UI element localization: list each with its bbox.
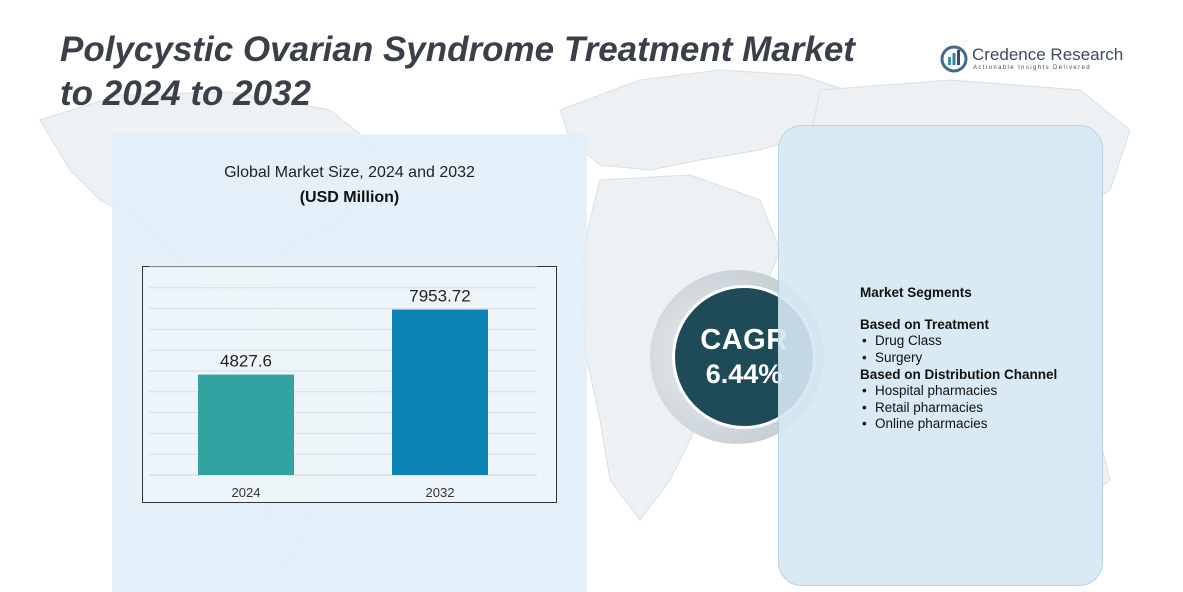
- segment-list: Hospital pharmacies Retail pharmacies On…: [860, 383, 1100, 433]
- page-title: Polycystic Ovarian Syndrome Treatment Ma…: [60, 28, 930, 116]
- segment-item: Hospital pharmacies: [860, 383, 1100, 400]
- segment-item: Drug Class: [860, 333, 1100, 350]
- chart-bars: 4827.6 2024 7953.72 2032: [198, 287, 488, 500]
- cagr-value: 6.44%: [705, 359, 783, 389]
- chart-unit: (USD Million): [299, 189, 400, 206]
- segments-content: Market Segments Based on Treatment Drug …: [860, 284, 1100, 433]
- page-title-line2: to 2024 to 2032: [60, 74, 311, 113]
- bar-chart: 4827.6 2024 7953.72 2032: [142, 266, 557, 503]
- segments-title: Market Segments: [860, 285, 972, 300]
- credence-logo-icon: [940, 45, 968, 73]
- segment-item: Surgery: [860, 350, 1100, 367]
- x-tick-label: 2032: [426, 485, 455, 500]
- segment-item: Retail pharmacies: [860, 400, 1100, 417]
- bar-2032: [392, 309, 488, 475]
- bar-2024: [198, 374, 294, 475]
- logo-tagline: Actionable Insights Delivered: [973, 65, 1091, 71]
- chart-title: Global Market Size, 2024 and 2032: [224, 164, 475, 181]
- company-logo: Credence Research Actionable Insights De…: [940, 44, 1140, 76]
- segment-list: Drug Class Surgery: [860, 333, 1100, 366]
- segment-item: Online pharmacies: [860, 416, 1100, 433]
- page-title-line1: Polycystic Ovarian Syndrome Treatment Ma…: [60, 30, 855, 69]
- bar-value-label: 7953.72: [409, 287, 470, 306]
- segment-group-title: Based on Distribution Channel: [860, 367, 1058, 382]
- logo-name: Credence Research: [972, 45, 1124, 64]
- segment-group-title: Based on Treatment: [860, 317, 990, 332]
- x-tick-label: 2024: [232, 485, 261, 500]
- bar-value-label: 4827.6: [220, 352, 272, 371]
- bar-chart-svg: 4827.6 2024 7953.72 2032: [149, 266, 537, 500]
- cagr-label: CAGR: [700, 324, 788, 356]
